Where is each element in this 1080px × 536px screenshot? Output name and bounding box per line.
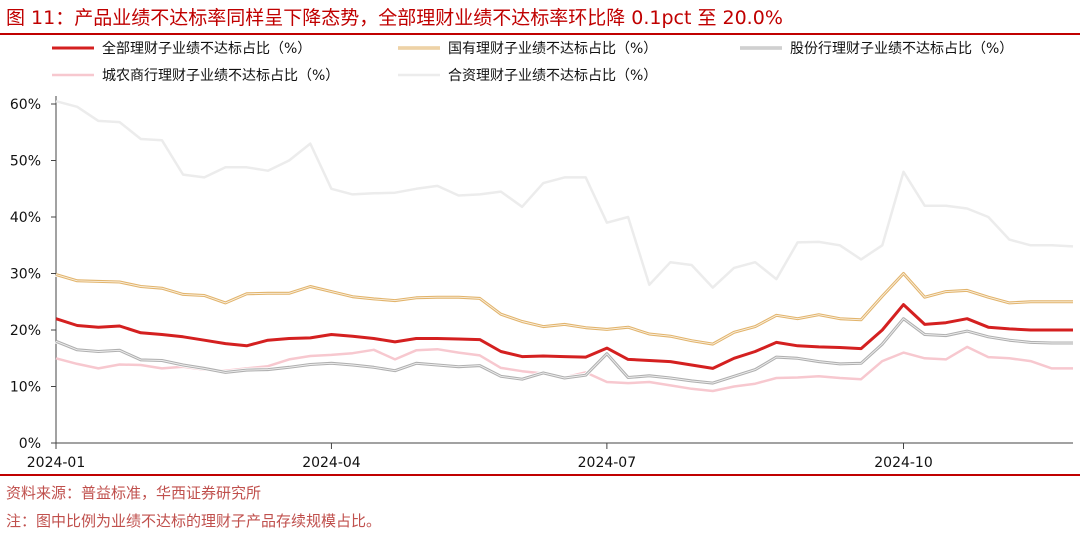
series-line-0 [55,303,1073,370]
x-tick-label: 2024-04 [302,455,361,471]
y-tick-label: 20% [10,323,41,339]
x-axis: 2024-01 2024-04 2024-07 2024-10 [27,442,1073,471]
source-text: 资料来源：普益标准，华西证券研究所 [6,484,262,502]
y-tick-label: 10% [10,380,41,396]
line-chart: 全部理财子业绩不达标占比（%） 国有理财子业绩不达标占比（%） 股份行理财子业绩不达… [10,40,1074,471]
legend-label-0: 全部理财子业绩不达标占比（%） [102,40,311,57]
x-tick-label: 2024-07 [578,455,637,471]
legend-label-1: 国有理财子业绩不达标占比（%） [448,41,657,57]
series-line-2 [55,317,1073,385]
x-tick-label: 2024-10 [874,455,933,471]
series-lines [55,99,1074,393]
y-tick-label: 50% [10,154,41,170]
legend-label-4: 合资理财子业绩不达标占比（%） [448,68,657,84]
footer-divider [0,474,1080,476]
legend-label-2: 股份行理财子业绩不达标占比（%） [790,41,1013,57]
x-tick-label: 2024-01 [27,455,86,471]
series-line-highlight [55,273,1073,345]
chart-title: 图 11：产品业绩不达标率同样呈下降态势，全部理财业绩不达标率环比降 0.1pc… [6,7,783,29]
series-line-halo [55,316,1073,386]
series-line-4 [55,99,1074,289]
series-line-highlight [55,318,1073,384]
legend-label-3: 城农商行理财子业绩不达标占比（%） [102,68,339,84]
y-axis: 0% 10% 20% 30% 40% 50% 60% [10,96,57,452]
y-tick-label: 40% [10,210,41,226]
title-divider [0,33,1080,35]
y-tick-label: 30% [10,267,41,283]
y-tick-label: 0% [19,436,41,452]
y-tick-label: 60% [10,97,41,113]
legend: 全部理财子业绩不达标占比（%） 国有理财子业绩不达标占比（%） 股份行理财子业绩不达… [52,40,1013,84]
note-text: 注：图中比例为业绩不达标的理财子产品存续规模占比。 [6,512,382,530]
